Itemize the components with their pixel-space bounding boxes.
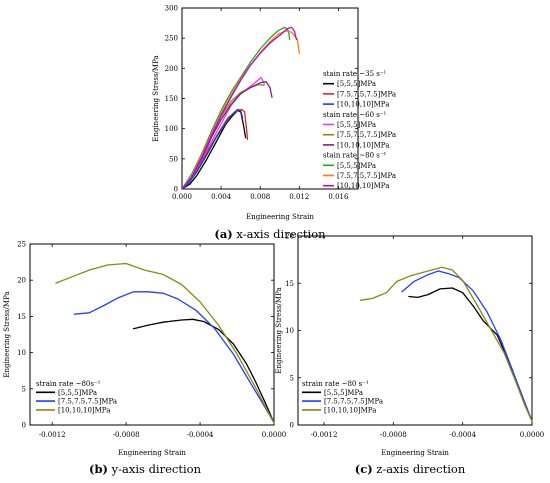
legend-group-title: stain rate ~60 s⁻¹	[323, 111, 387, 119]
y-tick-label: 100	[165, 125, 178, 133]
legend-entry-label: [7.5,7.5,7.5]MPa	[337, 90, 396, 98]
x-tick-label: 0.012	[289, 193, 309, 201]
y-axis-label: Engineering Stress/MPa	[3, 291, 11, 377]
y-tick-label: 5	[22, 385, 26, 393]
legend-entry-label: [7.5,7.5,7.5]MPa	[337, 172, 396, 180]
x-tick-label: 0.0000	[262, 431, 287, 439]
plot-frame	[29, 243, 275, 426]
legend-entry-label: [5,5,5]MPa	[337, 80, 376, 88]
x-tick-label: -0.0012	[311, 431, 338, 439]
legend-group-title: strain rate ~80 s⁻¹	[302, 380, 369, 388]
series-line-9	[181, 26, 298, 190]
series-line-2	[401, 270, 533, 422]
legend-entry-label: [10,10,10]MPa	[337, 101, 389, 109]
x-tick-label: 0.016	[328, 193, 349, 201]
y-tick-label: 0	[174, 186, 178, 194]
x-axis-label: Engineering Strain	[381, 449, 449, 457]
legend-entry-label: [5,5,5]MPa	[324, 389, 363, 397]
y-tick-label: 20	[285, 233, 294, 241]
panel-a-x-axis-direction: 0.000 0.004 0.008 0.012 0.016 0 50 100 150 200 250…	[152, 5, 396, 242]
x-axis-label: Engineering Strain	[118, 449, 186, 457]
panel-b-y-axis-direction: -0.0012 -0.0008 -0.0004 0.0000 0 5 10 15 20 25 Eng…	[3, 241, 286, 477]
series-line-2	[181, 108, 249, 190]
x-tick-label: -0.0012	[39, 431, 66, 439]
panel-caption-letter: (a)	[214, 227, 232, 241]
y-tick-label: 10	[17, 349, 26, 357]
y-axis-label: Engineering Stress/MPa	[152, 55, 160, 141]
legend-group-title: stain rate ~35 s⁻¹	[323, 70, 387, 78]
series-line-3	[181, 108, 244, 190]
y-tick-label: 5	[290, 374, 294, 382]
y-tick-label: 10	[285, 327, 294, 335]
panel-c-z-axis-direction: -0.0012 -0.0008 -0.0004 0.0000 0 5 10 15 20 Engin…	[275, 233, 544, 477]
y-axis-label: Engineering Stress/MPa	[275, 287, 283, 373]
x-tick-label: 0.008	[250, 193, 270, 201]
legend-entry-label: [5,5,5]MPa	[337, 162, 376, 170]
legend-entry-label: [10,10,10]MPa	[58, 406, 110, 414]
y-tick-label: 15	[17, 313, 26, 321]
x-tick-label: 0.000	[172, 193, 192, 201]
y-tick-label: 300	[165, 5, 178, 13]
legend-entry-label: [10,10,10]MPa	[324, 406, 376, 414]
x-tick-label: -0.0004	[449, 431, 476, 439]
series-line-1	[132, 318, 275, 424]
legend-group-title: strain rate ~80s⁻¹	[36, 380, 101, 388]
y-tick-label: 15	[285, 280, 294, 288]
y-tick-label: 20	[17, 277, 26, 285]
y-tick-label: 150	[165, 95, 178, 103]
legend-entry-label: [5,5,5]MPa	[337, 121, 376, 129]
y-tick-label: 200	[165, 65, 178, 73]
x-tick-label: 0.0000	[520, 431, 545, 439]
panel-caption-text: x-axis direction	[233, 227, 326, 241]
panel-caption: (b) y-axis direction	[89, 462, 202, 476]
panel-caption: (c) z-axis direction	[355, 462, 466, 476]
x-tick-label: -0.0008	[113, 431, 140, 439]
series-line-2	[73, 291, 275, 424]
y-tick-label: 25	[17, 241, 26, 249]
y-tick-label: 50	[169, 155, 178, 163]
legend-entry-label: [5,5,5]MPa	[58, 389, 97, 397]
panel-caption-letter: (c)	[355, 462, 373, 476]
legend-entry-label: [7.5,7.5,7.5]MPa	[58, 398, 117, 406]
plot-frame	[181, 7, 359, 190]
legend-entry-label: [10,10,10]MPa	[337, 182, 389, 190]
series-line-3	[55, 262, 275, 424]
y-tick-label: 0	[290, 422, 294, 430]
panel-caption-text: z-axis direction	[373, 462, 466, 476]
legend-group-title: stain rate ~80 s⁻¹	[323, 152, 387, 160]
panel-caption: (a) x-axis direction	[214, 227, 326, 241]
y-tick-label: 0	[22, 422, 26, 430]
x-tick-label: 0.004	[211, 193, 232, 201]
series-line-3	[359, 266, 533, 422]
x-axis-label: Engineering Strain	[246, 213, 314, 221]
x-tick-label: -0.0004	[187, 431, 214, 439]
y-tick-label: 250	[165, 35, 178, 43]
panel-caption-letter: (b)	[89, 462, 108, 476]
legend-entry-label: [7.5,7.5,7.5]MPa	[324, 398, 383, 406]
legend-entry-label: [10,10,10]MPa	[337, 141, 389, 149]
series-line-7	[181, 26, 291, 190]
series-line-1	[408, 287, 533, 422]
x-tick-label: -0.0008	[380, 431, 407, 439]
panel-caption-text: y-axis direction	[108, 462, 202, 476]
legend-entry-label: [7.5,7.5,7.5]MPa	[337, 131, 396, 139]
